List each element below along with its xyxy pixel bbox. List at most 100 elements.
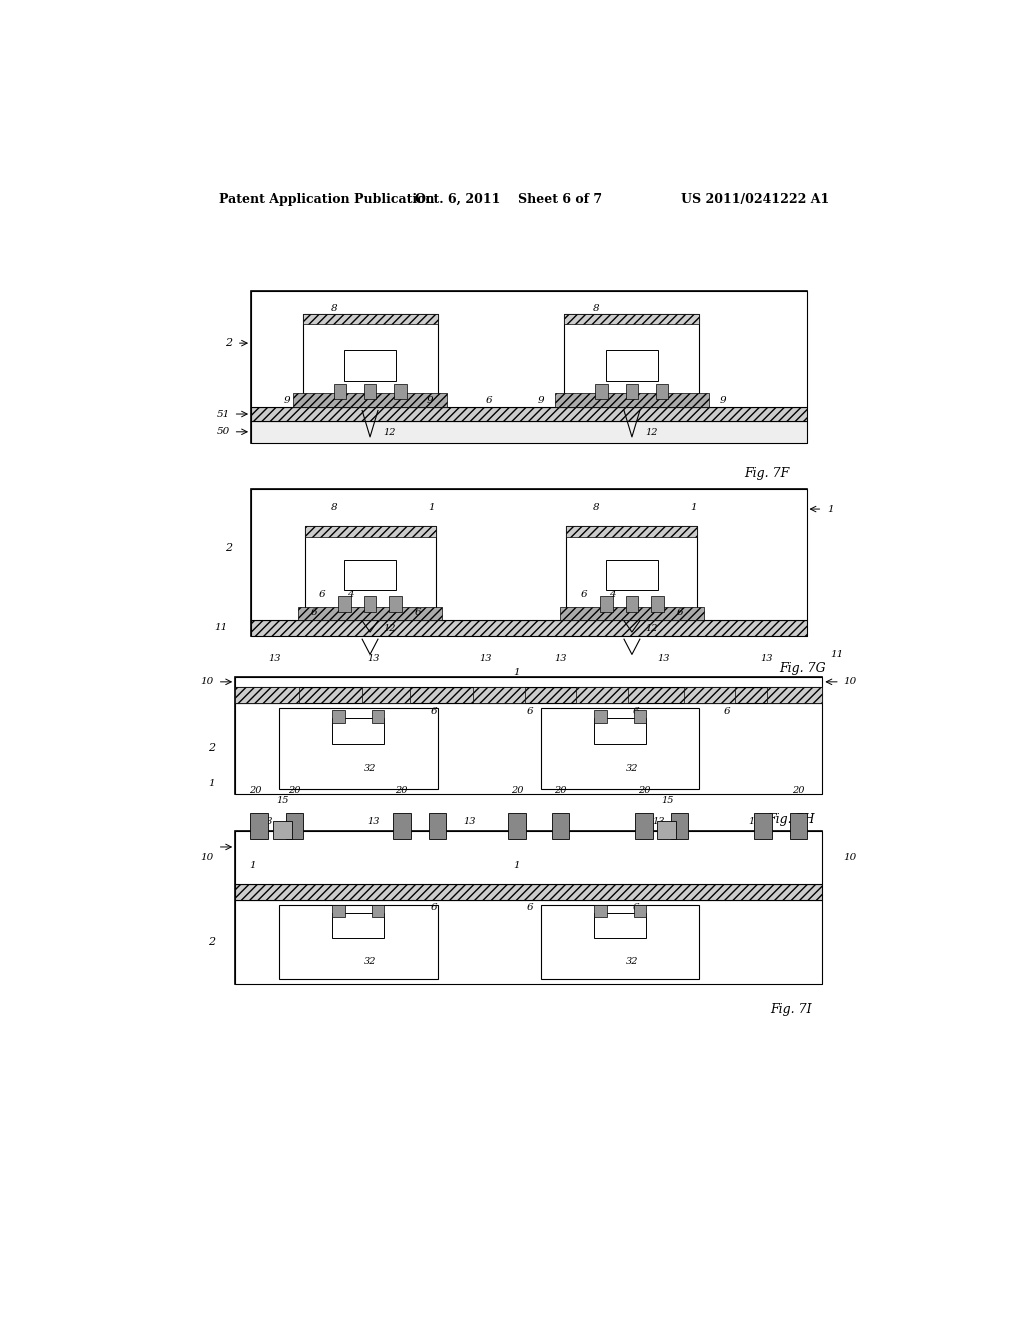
Text: 6: 6: [430, 706, 437, 715]
Bar: [372, 710, 384, 722]
Text: 1: 1: [827, 504, 834, 513]
Text: 2: 2: [225, 543, 232, 553]
Bar: [566, 527, 697, 536]
Bar: [606, 560, 657, 590]
Text: 20: 20: [554, 787, 566, 795]
Text: 12: 12: [384, 624, 396, 634]
Text: 20: 20: [638, 787, 650, 795]
Text: 6: 6: [311, 609, 317, 618]
Text: Patent Application Publication: Patent Application Publication: [219, 193, 435, 206]
Text: US 2011/0241222 A1: US 2011/0241222 A1: [681, 193, 829, 206]
Text: Sheet 6 of 7: Sheet 6 of 7: [518, 193, 602, 206]
Bar: [564, 314, 699, 404]
Bar: [344, 351, 396, 381]
Text: 6: 6: [676, 609, 683, 618]
Text: 15: 15: [276, 796, 289, 805]
Text: 13: 13: [652, 817, 665, 825]
Text: 11: 11: [214, 623, 227, 632]
Text: 32: 32: [364, 764, 376, 772]
Text: 6: 6: [724, 706, 730, 715]
Text: 6: 6: [415, 609, 421, 618]
Text: 6: 6: [430, 903, 437, 912]
Text: 8: 8: [331, 503, 338, 512]
Bar: [338, 597, 351, 611]
Bar: [250, 813, 267, 840]
Text: 13: 13: [368, 817, 380, 825]
Text: 32: 32: [630, 367, 642, 376]
Bar: [394, 384, 407, 399]
Text: 13: 13: [553, 817, 565, 825]
Text: 10: 10: [844, 677, 857, 686]
Bar: [566, 527, 697, 615]
Bar: [389, 597, 401, 611]
Bar: [541, 906, 699, 978]
Bar: [595, 384, 608, 399]
Bar: [606, 351, 657, 381]
Bar: [594, 710, 606, 722]
Bar: [393, 813, 411, 840]
Text: 1: 1: [690, 503, 697, 512]
Text: 4: 4: [347, 590, 353, 599]
Bar: [332, 906, 345, 917]
Text: 13: 13: [261, 817, 273, 825]
Text: 32: 32: [364, 957, 376, 966]
Bar: [279, 709, 437, 788]
Bar: [251, 488, 807, 636]
Text: Fig. 7G: Fig. 7G: [779, 663, 826, 675]
Text: 20: 20: [395, 787, 408, 795]
Bar: [362, 686, 410, 704]
Text: Fig. 7I: Fig. 7I: [770, 1003, 811, 1015]
Bar: [364, 384, 377, 399]
Bar: [656, 821, 676, 840]
Text: 11: 11: [830, 649, 844, 659]
Text: 20: 20: [289, 787, 301, 795]
Bar: [767, 686, 822, 704]
Text: 12: 12: [384, 428, 396, 437]
Text: 13: 13: [761, 653, 773, 663]
Text: 20: 20: [511, 787, 523, 795]
Text: 13: 13: [368, 653, 380, 663]
Text: 8: 8: [593, 503, 599, 512]
Text: 2: 2: [208, 743, 215, 754]
Bar: [236, 832, 822, 983]
Bar: [555, 393, 709, 408]
Text: Fig. 7F: Fig. 7F: [744, 467, 790, 480]
Text: 1: 1: [208, 779, 215, 788]
Text: 9: 9: [720, 396, 726, 405]
Text: 10: 10: [844, 853, 857, 862]
Text: 15: 15: [662, 796, 674, 805]
Bar: [429, 813, 446, 840]
Bar: [651, 597, 664, 611]
Bar: [236, 677, 822, 793]
Bar: [626, 597, 638, 611]
Bar: [251, 408, 807, 421]
Text: 6: 6: [581, 590, 588, 599]
Text: 32: 32: [626, 957, 638, 966]
Bar: [251, 488, 807, 620]
Bar: [303, 314, 437, 404]
Text: 10: 10: [201, 677, 214, 686]
Text: 13: 13: [268, 653, 281, 663]
Bar: [671, 813, 688, 840]
Bar: [655, 384, 669, 399]
Bar: [236, 832, 822, 883]
Text: 9: 9: [284, 396, 290, 405]
Text: 4: 4: [609, 590, 615, 599]
Bar: [286, 813, 303, 840]
Text: 32: 32: [635, 573, 648, 582]
Text: 13: 13: [749, 817, 761, 825]
Text: 32: 32: [374, 573, 386, 582]
Bar: [251, 620, 807, 636]
Bar: [790, 813, 807, 840]
Text: 10: 10: [201, 853, 214, 862]
Text: 20: 20: [793, 787, 805, 795]
Text: 20: 20: [249, 787, 261, 795]
Bar: [273, 821, 292, 840]
Bar: [634, 906, 646, 917]
Bar: [473, 686, 524, 704]
Text: 13: 13: [463, 817, 475, 825]
Text: 6: 6: [527, 706, 534, 715]
Text: 1: 1: [429, 503, 435, 512]
Bar: [754, 813, 772, 840]
Bar: [364, 597, 377, 611]
